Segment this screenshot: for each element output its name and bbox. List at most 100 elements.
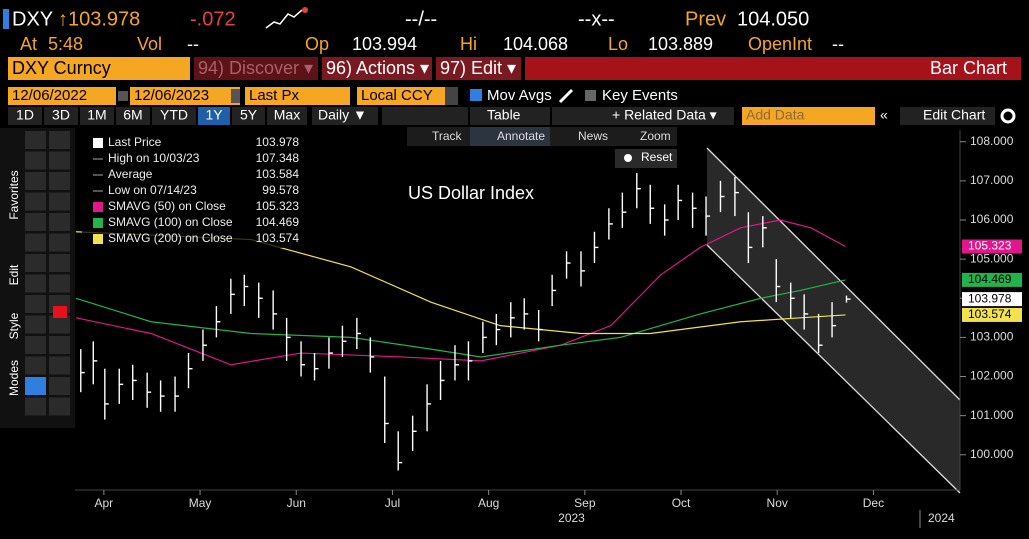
period[interactable]: 1M [87, 107, 106, 123]
tool-button[interactable] [49, 172, 70, 190]
period-button[interactable] [198, 107, 230, 125]
tool-button[interactable] [49, 315, 70, 334]
time-label: At [20, 34, 37, 54]
tool-button[interactable] [49, 377, 70, 395]
tool-button[interactable] [49, 131, 70, 149]
tool-button[interactable] [25, 172, 46, 190]
tool-button[interactable] [25, 356, 46, 375]
period[interactable]: 1Y [205, 107, 223, 123]
period[interactable]: 5Y [240, 107, 258, 123]
frequency-box[interactable] [312, 107, 378, 125]
tool-button[interactable] [49, 254, 70, 272]
channel-upper [706, 147, 961, 401]
chart-icons[interactable] [382, 107, 468, 125]
reset-button[interactable] [615, 149, 677, 168]
sidebar-tab[interactable]: Favorites [7, 170, 21, 219]
tool-button[interactable] [25, 151, 46, 170]
field-box[interactable] [245, 87, 350, 105]
period[interactable]: 1D [16, 107, 34, 123]
x-tick-label: Nov [767, 496, 788, 510]
tool-button[interactable] [25, 315, 46, 334]
tool-button[interactable] [25, 274, 46, 293]
period-button[interactable] [80, 107, 114, 125]
period-button[interactable] [267, 107, 307, 125]
sidebar-tab[interactable]: Modes [7, 360, 21, 396]
tool-button[interactable] [25, 377, 46, 395]
tool-button[interactable] [49, 233, 70, 252]
end-date-box[interactable] [130, 87, 240, 105]
calendar-icon[interactable] [231, 89, 240, 103]
period-button[interactable] [116, 107, 150, 125]
reset[interactable]: Reset [641, 150, 673, 164]
period[interactable]: Max [274, 107, 300, 123]
period-button[interactable] [232, 107, 265, 125]
chart-tool[interactable]: Annotate [497, 129, 545, 143]
style-color [53, 306, 67, 318]
actions[interactable]: 96) Actions ▾ [326, 58, 429, 78]
sidebar-tab[interactable]: Style [7, 312, 21, 339]
legend-value: 104.469 [256, 215, 300, 229]
moving-average [75, 279, 846, 358]
edit-chart-button[interactable] [900, 107, 995, 125]
tool-button[interactable] [49, 213, 70, 231]
end-date[interactable]: 12/06/2023 [134, 87, 209, 104]
related-data[interactable]: + Related Data ▾ [612, 107, 717, 123]
tool-button[interactable] [25, 336, 46, 354]
legend-name: Low on 07/14/23 [108, 183, 197, 197]
vol-value: -- [187, 34, 199, 54]
table[interactable]: Table [487, 107, 521, 123]
sidebar-tab[interactable]: Edit [7, 264, 21, 285]
tool-button[interactable] [25, 254, 46, 272]
tool-button[interactable] [25, 213, 46, 231]
table-button[interactable] [470, 107, 550, 125]
edit[interactable]: 97) Edit ▾ [440, 58, 516, 78]
add-data[interactable]: Add Data [746, 107, 805, 123]
discover-button[interactable] [194, 57, 318, 80]
tool-button[interactable] [25, 192, 46, 211]
tool-button[interactable] [49, 397, 70, 416]
actions-button[interactable] [322, 57, 432, 80]
security-box[interactable] [8, 57, 190, 80]
tool-button[interactable] [25, 295, 46, 313]
related-data-button[interactable] [552, 107, 734, 125]
y-tick-label: 103.000 [970, 330, 1014, 344]
period-button[interactable] [44, 107, 78, 125]
tool-button[interactable] [49, 192, 70, 211]
tool-button[interactable] [49, 274, 70, 293]
tool-button[interactable] [49, 336, 70, 354]
mov-avgs-checkbox[interactable] [470, 89, 482, 101]
tool-button[interactable] [49, 356, 70, 375]
chart-tool[interactable]: Track [432, 129, 463, 143]
period[interactable]: YTD [160, 107, 188, 123]
chart-tool[interactable]: Zoom [640, 129, 671, 143]
tool-button[interactable] [25, 233, 46, 252]
period-button[interactable] [152, 107, 196, 125]
edit-chart[interactable]: Edit Chart [923, 107, 985, 123]
edit-button[interactable] [436, 57, 521, 80]
y-tick-label: 100.000 [970, 447, 1014, 461]
add-data-box[interactable] [742, 107, 875, 125]
field[interactable]: Last Px [249, 87, 300, 104]
period[interactable]: 3D [52, 107, 70, 123]
settings-icon[interactable] [1000, 108, 1016, 124]
start-date-box[interactable] [8, 87, 116, 105]
tool-button[interactable] [25, 131, 46, 149]
key-events[interactable]: Key Events [602, 87, 678, 104]
frequency[interactable]: Daily ▼ [318, 107, 367, 123]
key-events-checkbox[interactable] [585, 90, 596, 101]
currency[interactable]: Local CCY [361, 87, 433, 104]
chart-tool[interactable]: News [578, 129, 608, 143]
currency-box[interactable] [357, 87, 445, 105]
discover[interactable]: 94) Discover ▾ [198, 58, 313, 78]
reset-icon[interactable] [624, 154, 632, 162]
collapse-icon[interactable]: « [880, 107, 888, 123]
tool-button[interactable] [25, 397, 46, 416]
currency-dropdown[interactable] [445, 87, 458, 105]
security[interactable]: DXY Curncy [12, 58, 111, 78]
period[interactable]: 6M [123, 107, 142, 123]
mov-avgs[interactable]: Mov Avgs [487, 87, 552, 104]
pencil-icon[interactable] [558, 88, 574, 104]
start-date[interactable]: 12/06/2022 [12, 87, 87, 104]
tool-button[interactable] [49, 151, 70, 170]
period-button[interactable] [8, 107, 42, 125]
